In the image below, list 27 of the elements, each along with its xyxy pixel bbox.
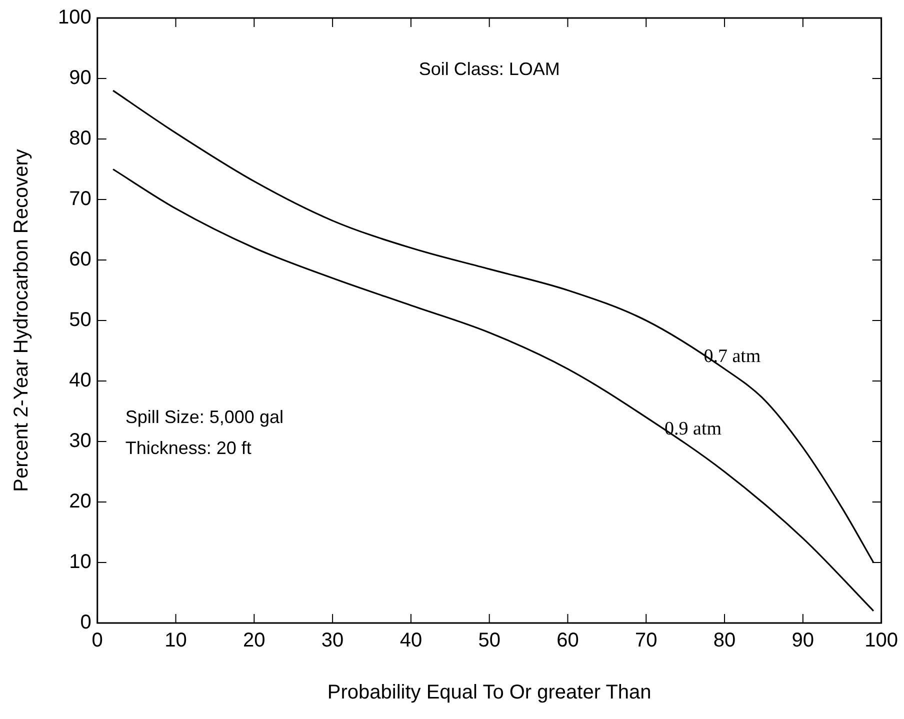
x-tick-label: 20	[243, 630, 266, 652]
y-tick-label: 0	[80, 612, 92, 634]
x-tick-label: 70	[635, 630, 658, 652]
y-tick-label: 50	[69, 309, 92, 332]
y-tick-label: 70	[69, 188, 92, 210]
y-tick-label: 20	[69, 490, 92, 513]
y-axis-title: Percent 2-Year Hydrocarbon Recovery	[10, 149, 33, 492]
text: Soil Class: LOAM	[418, 58, 560, 79]
x-tick-label: 40	[400, 630, 422, 652]
x-axis-title: Probability Equal To Or greater Than	[327, 682, 652, 704]
y-tick-label: 60	[69, 248, 92, 271]
x-tick-label: 10	[164, 630, 187, 652]
series-label: 0.9 atm	[664, 418, 722, 440]
x-tick-label: 100	[864, 630, 898, 652]
x-tick-label: 80	[713, 630, 736, 652]
x-tick-label: 50	[478, 630, 500, 652]
y-tick-label: 40	[69, 370, 92, 392]
annotation: Spill Size: 5,000 gal	[125, 406, 284, 427]
annotation: Thickness: 20 ft	[125, 438, 252, 458]
x-tick-label: 30	[321, 630, 344, 652]
y-tick-label: 90	[69, 67, 92, 90]
x-tick-label: 60	[556, 630, 579, 652]
y-tick-label: 100	[58, 6, 92, 29]
y-tick-label: 80	[69, 128, 92, 150]
y-tick-label: 10	[69, 551, 92, 574]
y-tick-label: 30	[69, 430, 92, 452]
x-tick-label: 90	[792, 630, 814, 652]
